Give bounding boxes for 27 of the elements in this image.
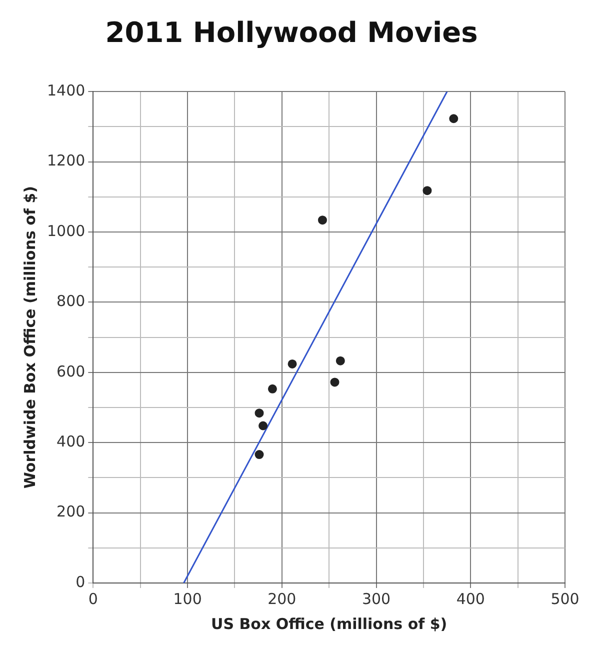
x-tick-label: 300 bbox=[362, 590, 391, 608]
point bbox=[449, 114, 458, 124]
y-tick-label: 1400 bbox=[46, 81, 86, 100]
y-tick-label: 200 bbox=[56, 502, 86, 521]
point bbox=[330, 378, 340, 387]
x-tick-label: 100 bbox=[173, 590, 202, 608]
point bbox=[336, 356, 345, 366]
point bbox=[422, 186, 432, 196]
point bbox=[254, 450, 264, 460]
point bbox=[258, 421, 268, 430]
point bbox=[268, 384, 277, 394]
point bbox=[254, 408, 264, 418]
y-tick-label: 1200 bbox=[46, 152, 86, 170]
x-tick-label: 0 bbox=[88, 590, 98, 608]
point bbox=[318, 216, 327, 225]
chart-title: 2011 Hollywood Movies bbox=[105, 16, 478, 50]
point bbox=[288, 359, 297, 368]
x-tick-label: 400 bbox=[456, 590, 485, 608]
x-tick-label: 500 bbox=[550, 590, 580, 608]
y-tick-label: 800 bbox=[56, 292, 86, 310]
y-axis-title: Worldwide Box Office (millions of $) bbox=[20, 186, 39, 489]
x-tick-label: 200 bbox=[268, 590, 296, 608]
y-tick-label: 600 bbox=[56, 362, 86, 380]
y-tick-label: 1000 bbox=[46, 222, 86, 240]
y-tick-label: 0 bbox=[76, 572, 86, 591]
y-tick-label: 400 bbox=[56, 432, 86, 450]
x-axis-title: US Box Office (millions of $) bbox=[211, 614, 448, 633]
